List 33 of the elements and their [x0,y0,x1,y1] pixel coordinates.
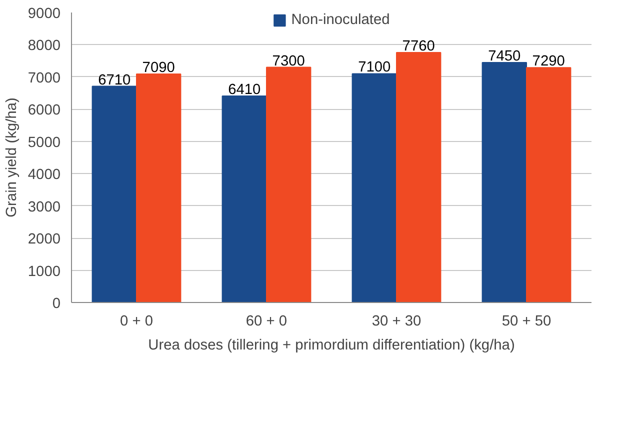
y-tick-label: 8000 [28,38,61,54]
y-tick-label: 6000 [28,102,61,119]
data-label: 6710 [98,72,131,88]
bar [482,62,527,302]
x-tick-label: 0 + 0 [120,314,154,330]
x-tick-label: 30 + 30 [372,314,422,330]
y-axis-title: Grain yield (kg/ha) [4,98,20,218]
bar [526,67,572,302]
data-label: 7090 [142,60,175,76]
data-label: 7300 [272,53,305,70]
data-label: 7290 [532,54,565,70]
bar [396,52,442,302]
y-tick-label: 4000 [28,167,61,184]
y-tick-label: 3000 [28,199,61,216]
data-label: 7450 [488,48,521,64]
x-tick-label: 60 + 0 [246,314,288,330]
y-tick-label: 2000 [28,232,61,248]
bar [222,95,267,302]
bar [92,86,137,302]
y-tick-label: 1000 [28,264,61,280]
bar [352,73,397,302]
y-tick-label: 0 [52,296,61,312]
y-tick-label: 5000 [28,134,61,151]
legend-label: Non-inoculated [291,12,390,28]
data-label: 7760 [402,38,435,54]
y-tick-label: 9000 [28,6,61,22]
x-axis-title: Urea doses (tillering + primordium differentiation) (kg/ha) [148,338,515,354]
data-label: 6410 [228,82,261,98]
data-label: 7100 [358,60,391,76]
bar [136,74,182,302]
x-tick-label: 50 + 50 [502,314,552,330]
y-tick-label: 7000 [28,70,61,86]
bar [266,66,312,302]
